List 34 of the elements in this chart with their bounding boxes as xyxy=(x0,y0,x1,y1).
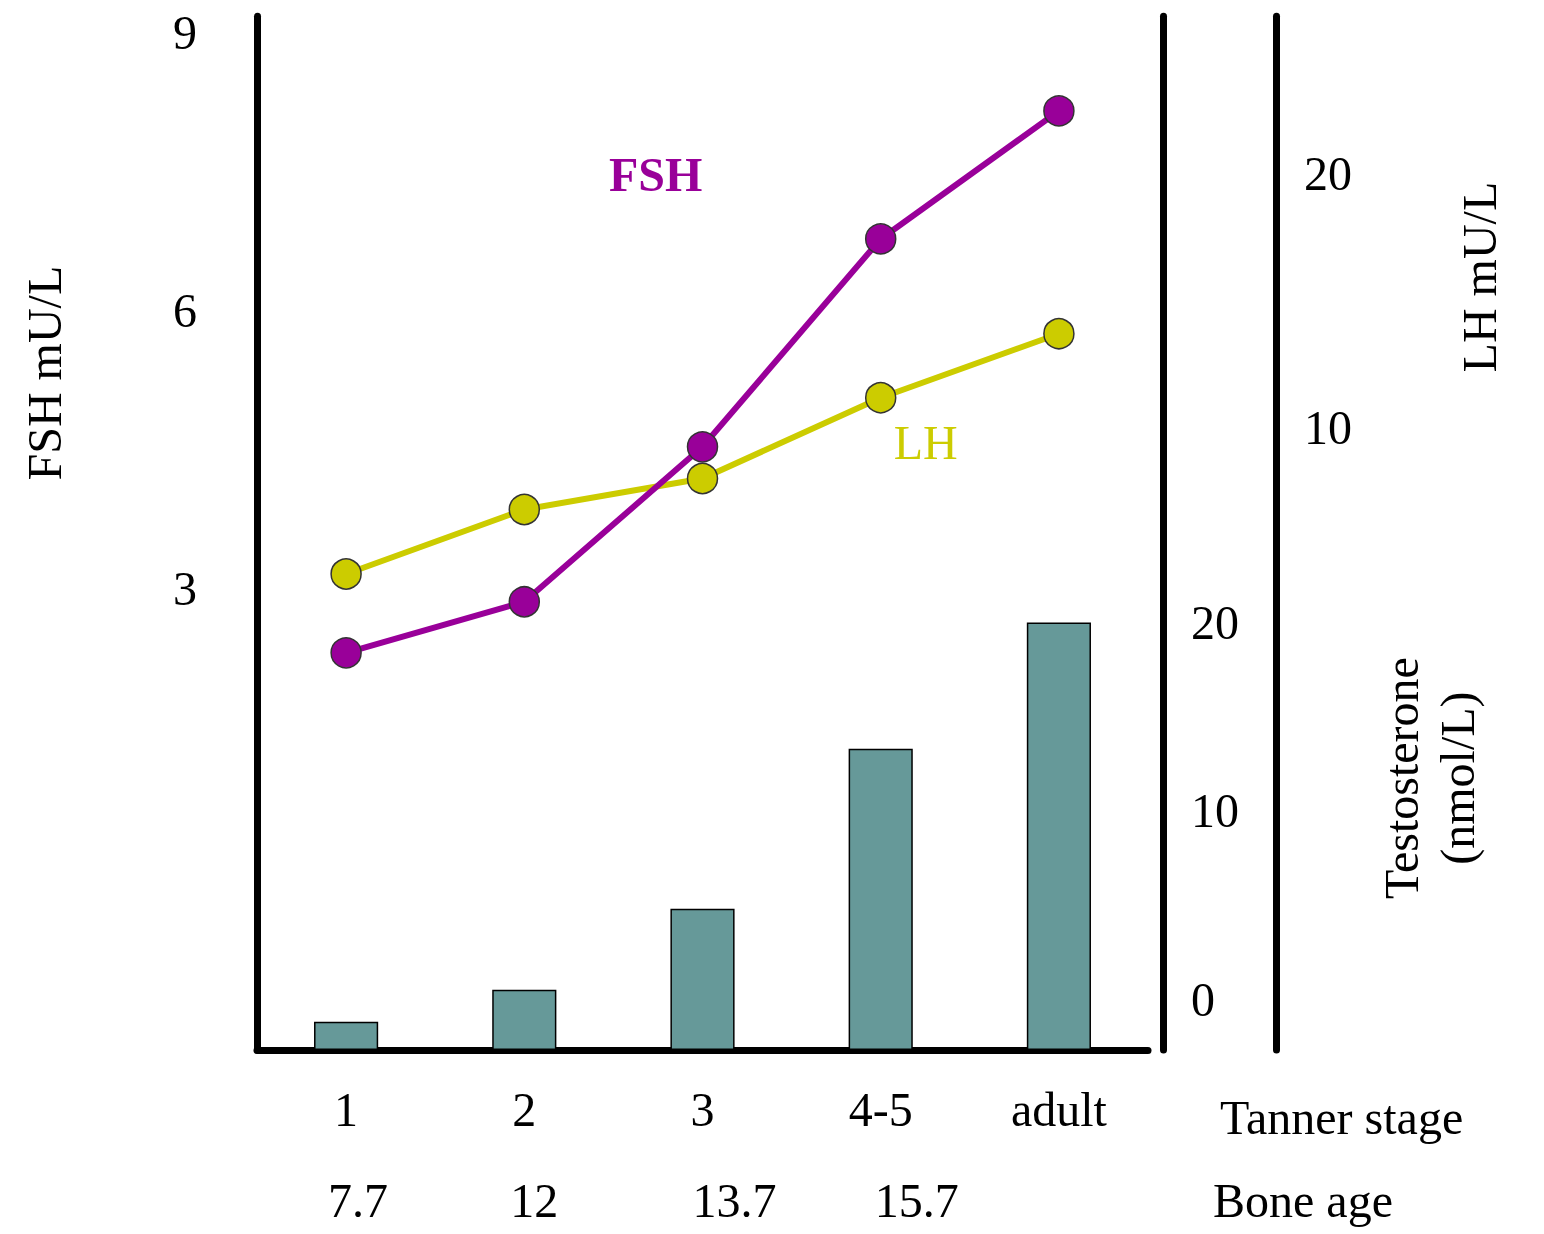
y2-tick-label: 10 xyxy=(1304,401,1352,455)
text: FSH xyxy=(609,147,703,201)
x-tick-label: 1 xyxy=(334,1082,359,1136)
point xyxy=(686,431,719,463)
y3-tick-label: 0 xyxy=(1191,972,1215,1026)
y2-axis-title: LH mU/L xyxy=(1452,181,1506,373)
point xyxy=(330,637,362,669)
y-axis-title: FSH mU/L xyxy=(17,265,71,481)
y3-tick-label: 20 xyxy=(1191,596,1239,650)
text: 13.7 xyxy=(692,1173,777,1227)
point xyxy=(686,462,719,495)
point xyxy=(864,381,897,414)
series-label: LH xyxy=(893,415,958,469)
y-tick-label: 3 xyxy=(173,562,197,616)
point xyxy=(1043,317,1075,350)
x-tick-label: 2 xyxy=(512,1082,537,1136)
text: Bone age xyxy=(1213,1173,1393,1227)
point xyxy=(508,493,541,526)
y-tick-label: 6 xyxy=(173,283,197,337)
y3-axis-title: Testosterone (nmol/L) xyxy=(1374,657,1485,900)
text: 7.7 xyxy=(328,1173,389,1227)
y2-tick-label: 20 xyxy=(1304,147,1352,201)
y3-tick-label: 10 xyxy=(1191,784,1239,838)
point xyxy=(508,586,541,618)
x-tick-label: adult xyxy=(1010,1082,1108,1136)
x-tick-label: 3 xyxy=(690,1082,715,1136)
point xyxy=(864,223,897,255)
x-axis-title: Tanner stage xyxy=(1220,1090,1464,1144)
text: 12 xyxy=(510,1173,559,1227)
x-tick-label: 4-5 xyxy=(848,1082,913,1136)
point xyxy=(330,558,362,590)
text: 15.7 xyxy=(874,1173,959,1227)
y-tick-label: 9 xyxy=(173,5,197,59)
point xyxy=(1043,95,1075,127)
